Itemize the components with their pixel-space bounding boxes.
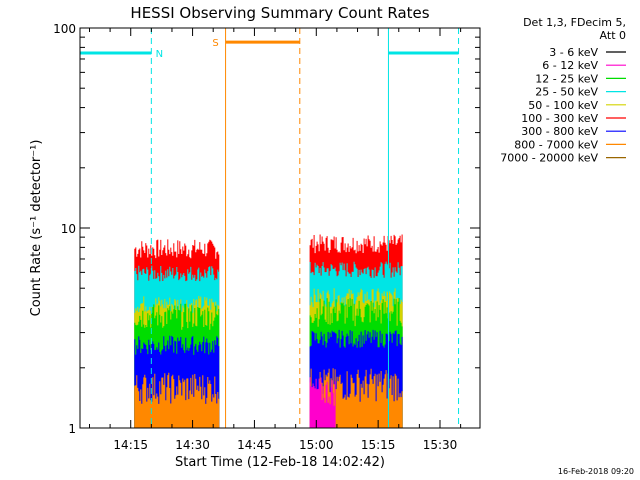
- legend-entry: 100 - 300 keV: [521, 112, 626, 125]
- series-spikes: [309, 377, 336, 428]
- chart-title: HESSI Observing Summary Count Rates: [130, 4, 429, 22]
- legend-label: 7000 - 20000 keV: [500, 152, 598, 165]
- series-spikes: [134, 372, 220, 428]
- legend-label: 100 - 300 keV: [521, 112, 598, 125]
- legend-entry: 12 - 25 keV: [535, 72, 626, 85]
- flag-label-N: N: [156, 49, 163, 60]
- legend-label: 12 - 25 keV: [535, 72, 598, 85]
- legend-label: 300 - 800 keV: [521, 125, 598, 138]
- legend-entry: 7000 - 20000 keV: [500, 152, 626, 165]
- legend-label: 3 - 6 keV: [549, 46, 598, 59]
- legend-label: 50 - 100 keV: [528, 99, 598, 112]
- x-tick-label: 15:15: [361, 438, 396, 452]
- legend-label: 6 - 12 keV: [542, 59, 598, 72]
- legend-header-line2: Att 0: [600, 29, 626, 42]
- x-tick-label: 14:30: [175, 438, 210, 452]
- legend-entry: 3 - 6 keV: [549, 46, 626, 59]
- x-axis-label: Start Time (12-Feb-18 14:02:42): [175, 455, 385, 470]
- axis-layer: 14:15 14:30 14:45 15:00 15:15 15:30 1 10 100: [53, 22, 480, 452]
- x-tick-label: 15:30: [423, 438, 458, 452]
- flag-label-S: S: [212, 38, 218, 49]
- legend-label: 800 - 7000 keV: [514, 138, 598, 151]
- x-tick-label: 14:15: [113, 438, 148, 452]
- plot-data-layer: NS: [79, 28, 460, 428]
- y-tick-label: 100: [53, 22, 76, 36]
- y-axis-label: Count Rate (s⁻¹ detector⁻¹): [29, 140, 44, 317]
- x-tick-label: 15:00: [299, 438, 334, 452]
- y-tick-label: 1: [68, 422, 76, 436]
- footer-date: 16-Feb-2018 09:20: [557, 467, 634, 476]
- legend-label: 25 - 50 keV: [535, 86, 598, 99]
- legend-entry: 6 - 12 keV: [542, 59, 626, 72]
- legend-entry: 800 - 7000 keV: [514, 138, 626, 151]
- legend-entry: 300 - 800 keV: [521, 125, 626, 138]
- legend-header-line1: Det 1,3, FDecim 5,: [523, 16, 626, 29]
- series-6: [309, 377, 336, 428]
- legend-entry: 25 - 50 keV: [535, 86, 626, 99]
- y-tick-label: 10: [61, 222, 76, 236]
- legend-entry: 50 - 100 keV: [528, 99, 626, 112]
- x-tick-label: 14:45: [237, 438, 272, 452]
